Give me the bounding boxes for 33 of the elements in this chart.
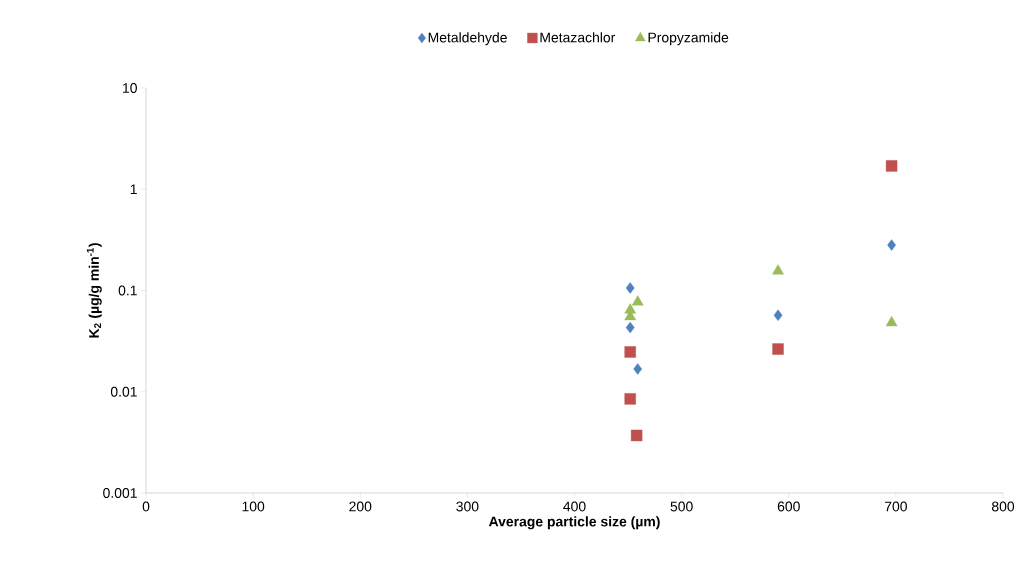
point xyxy=(625,282,635,294)
point xyxy=(887,239,896,251)
x-tick-label: 800 xyxy=(991,501,1015,512)
text: K$_{2}$ (µg/g min$^{-1}$) xyxy=(86,243,102,338)
legend-label: Propyzamide xyxy=(648,32,729,46)
x-tick-label: 0 xyxy=(142,501,150,512)
x-tick-label: 500 xyxy=(670,501,693,512)
point xyxy=(631,295,644,306)
x-axis-title: Average particle size (µm) xyxy=(488,516,660,530)
legend-label: Metaldehyde xyxy=(428,32,507,46)
point xyxy=(630,429,643,442)
y-tick-label: 1 xyxy=(130,184,137,195)
point xyxy=(624,303,637,314)
point xyxy=(624,393,636,405)
point xyxy=(772,343,784,355)
point xyxy=(885,160,898,172)
y-tick-label: 0.001 xyxy=(103,488,137,498)
x-tick-label: 400 xyxy=(563,501,586,512)
x-tick-label: 600 xyxy=(777,501,800,512)
point xyxy=(773,309,783,321)
y-tick-label: 0.1 xyxy=(118,285,137,296)
x-tick-label: 300 xyxy=(456,501,479,512)
x-tick-label: 200 xyxy=(349,501,372,512)
y-tick-label: 10 xyxy=(123,83,137,93)
point xyxy=(772,264,784,275)
point xyxy=(624,346,636,358)
y-tick-label: 0.01 xyxy=(110,386,137,397)
point xyxy=(625,321,635,334)
point xyxy=(633,363,643,375)
point xyxy=(885,316,898,327)
x-tick-label: 700 xyxy=(884,501,907,512)
legend-label: Metazachlor xyxy=(540,32,616,43)
x-tick-label: 100 xyxy=(242,501,265,512)
